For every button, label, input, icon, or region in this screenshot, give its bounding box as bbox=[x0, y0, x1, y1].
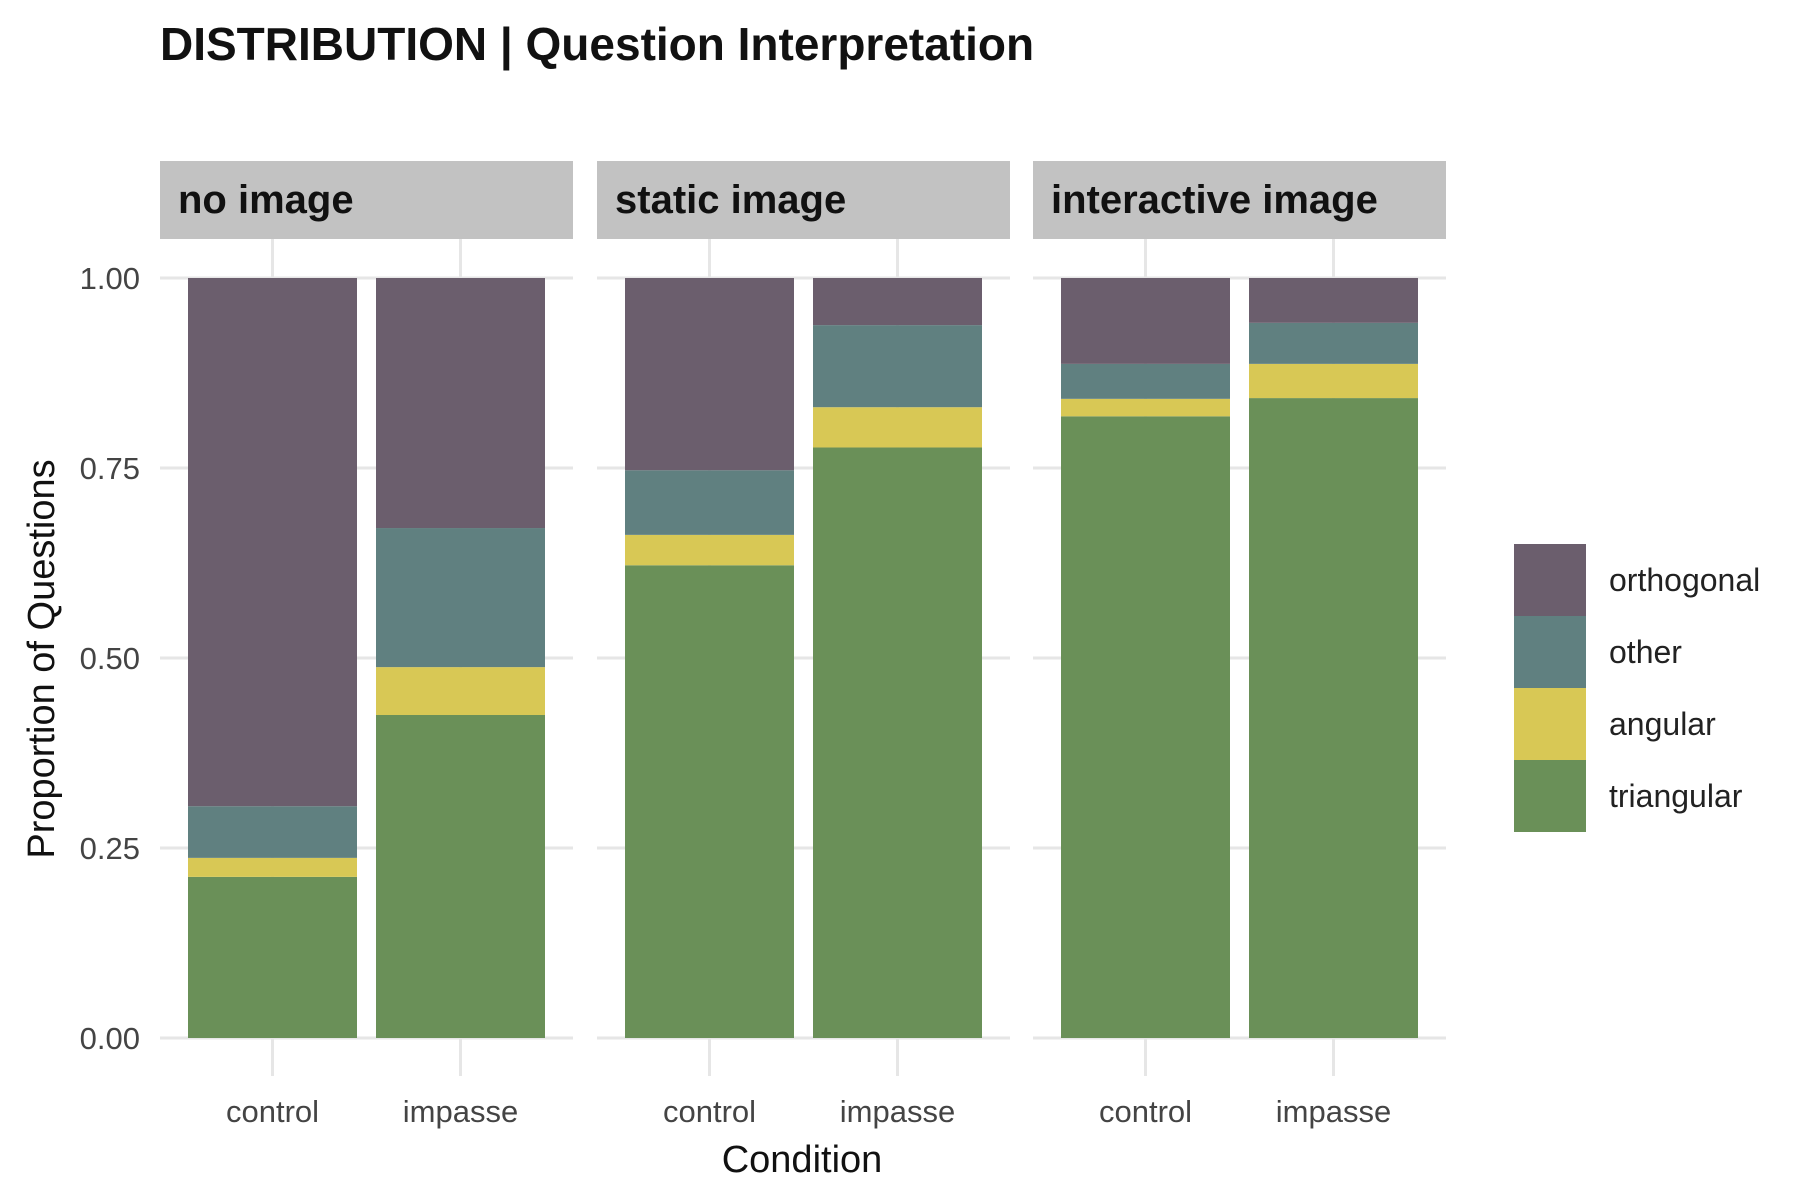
bar-segment-triangular bbox=[813, 447, 982, 1039]
legend-label: orthogonal bbox=[1609, 562, 1760, 598]
chart-title: DISTRIBUTION | Question Interpretation bbox=[160, 18, 1034, 70]
legend-key-angular bbox=[1514, 688, 1586, 760]
y-axis-title: Proportion of Questions bbox=[21, 459, 63, 858]
facet-panel: static image control impasse bbox=[597, 161, 1010, 1129]
facet-strip bbox=[597, 161, 1010, 239]
facet-label: interactive image bbox=[1051, 178, 1378, 222]
bar-segment-other bbox=[813, 325, 982, 408]
legend-key-other bbox=[1514, 616, 1586, 688]
bar-segment-orthogonal bbox=[376, 278, 545, 529]
y-tick-label: 0.00 bbox=[80, 1021, 140, 1056]
legend-key-triangular bbox=[1514, 760, 1586, 832]
x-tick-label: control bbox=[663, 1094, 756, 1129]
bar-segment-orthogonal bbox=[1249, 278, 1418, 323]
x-tick-label: control bbox=[226, 1094, 319, 1129]
bar-segment-other bbox=[625, 470, 794, 535]
bar-segment-orthogonal bbox=[813, 278, 982, 326]
bar-segment-angular bbox=[625, 534, 794, 566]
bar-segment-other bbox=[376, 528, 545, 668]
legend: orthogonal other angular triangular bbox=[1514, 544, 1760, 832]
bar-segment-triangular bbox=[376, 715, 545, 1038]
x-tick-label: control bbox=[1099, 1094, 1192, 1129]
y-tick-label: 0.25 bbox=[80, 831, 140, 866]
x-tick-label: impasse bbox=[840, 1094, 955, 1129]
bar-segment-orthogonal bbox=[1061, 278, 1230, 364]
x-tick-label: impasse bbox=[403, 1094, 518, 1129]
bar-segment-orthogonal bbox=[188, 278, 357, 807]
bar-segment-other bbox=[188, 806, 357, 858]
bar-segment-angular bbox=[376, 667, 545, 715]
bar-segment-angular bbox=[813, 407, 982, 448]
bar-segment-triangular bbox=[625, 565, 794, 1038]
facet-panel: interactive image control impasse bbox=[1033, 161, 1446, 1129]
legend-key-orthogonal bbox=[1514, 544, 1586, 616]
bar-segment-angular bbox=[1249, 363, 1418, 399]
bar-segment-angular bbox=[1061, 398, 1230, 417]
facet-strip bbox=[1033, 161, 1446, 239]
bar-segment-triangular bbox=[1061, 416, 1230, 1038]
bar-segment-angular bbox=[188, 857, 357, 877]
y-tick-label: 0.50 bbox=[80, 641, 140, 676]
bar-segment-triangular bbox=[1249, 398, 1418, 1039]
legend-label: triangular bbox=[1609, 778, 1743, 814]
facet-panel: no image control impasse bbox=[160, 161, 573, 1129]
facet-label: static image bbox=[615, 178, 846, 222]
bar-segment-other bbox=[1249, 322, 1418, 364]
facet-strip bbox=[160, 161, 573, 239]
y-tick-label: 0.75 bbox=[80, 451, 140, 486]
x-axis-title: Condition bbox=[722, 1139, 883, 1181]
x-tick-label: impasse bbox=[1276, 1094, 1391, 1129]
bar-segment-triangular bbox=[188, 876, 357, 1038]
legend-label: angular bbox=[1609, 706, 1716, 742]
facet-label: no image bbox=[178, 178, 354, 222]
y-tick-label: 1.00 bbox=[80, 261, 140, 296]
legend-label: other bbox=[1609, 634, 1682, 670]
bar-segment-orthogonal bbox=[625, 278, 794, 471]
facets-group: no image control impasse static image contro… bbox=[80, 161, 1446, 1129]
bar-segment-other bbox=[1061, 363, 1230, 399]
